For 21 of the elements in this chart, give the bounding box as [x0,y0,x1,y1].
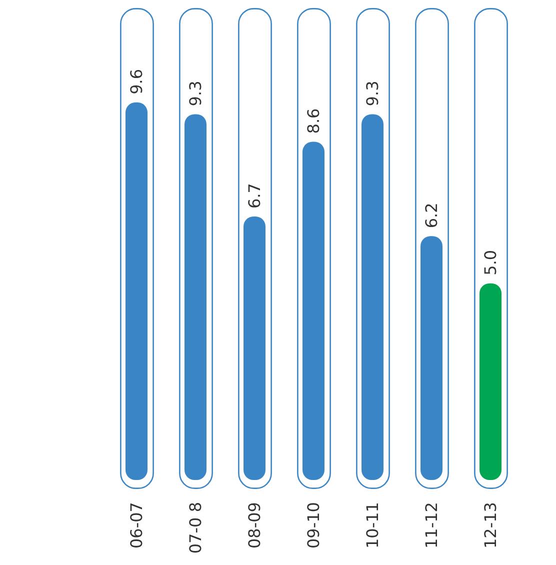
bar [184,114,206,480]
data-label: 6.7 [245,183,264,208]
data-label: 8.6 [304,108,323,134]
data-label: 6.2 [422,202,441,228]
bar [126,102,148,480]
data-label: 9.3 [363,80,382,106]
x-tick-label: 06-07 [127,502,146,548]
data-label: 9.6 [127,68,146,94]
bar [244,216,266,480]
bar [480,283,502,480]
x-tick-label: 10-11 [363,502,382,548]
x-tick-label: 07-0 8 [186,502,205,554]
data-label: 9.3 [186,80,205,106]
x-tick-label: 11-12 [422,502,441,548]
bar [362,114,384,480]
x-tick-label: 08-09 [245,502,264,548]
x-tick-label: 12-13 [481,502,500,548]
x-tick-label: 09-10 [304,502,323,548]
bar [420,236,442,480]
bar [302,142,324,480]
data-label: 5.0 [481,250,500,276]
